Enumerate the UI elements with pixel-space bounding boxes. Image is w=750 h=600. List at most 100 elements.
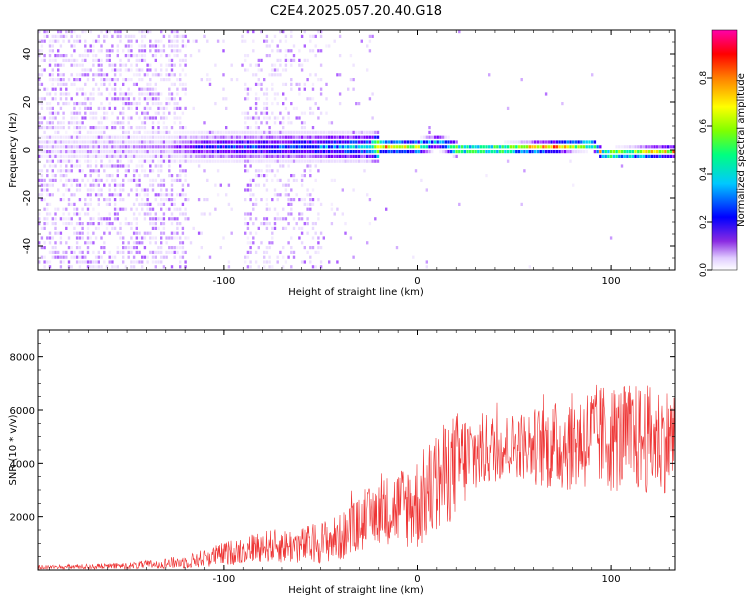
heatmap-cell (43, 135, 46, 139)
heatmap-cell (46, 121, 49, 125)
heatmap-cell (282, 126, 285, 130)
heatmap-cell (48, 92, 52, 96)
heatmap-cell (292, 54, 296, 58)
heatmap-cell (319, 111, 323, 115)
heatmap-cell (257, 174, 260, 178)
heatmap-cell (124, 34, 128, 38)
heatmap-cell (295, 193, 298, 197)
heatmap-cell (40, 121, 44, 125)
heatmap-cell (103, 39, 106, 43)
heatmap-cell (38, 135, 41, 139)
heatmap-cell (488, 150, 491, 154)
heatmap-cell (192, 154, 195, 158)
heatmap-cell (81, 236, 84, 240)
heatmap-cell (97, 265, 100, 269)
heatmap-cell (173, 135, 176, 139)
heatmap-cell (200, 135, 203, 139)
heatmap-cell (116, 78, 119, 82)
heatmap-cell (368, 159, 372, 163)
heatmap-cell (254, 63, 258, 67)
heatmap-cell (81, 231, 84, 235)
heatmap-cell (62, 39, 65, 43)
heatmap-cell (108, 78, 111, 82)
heatmap-cell (86, 68, 90, 72)
heatmap-cell (290, 174, 293, 178)
heatmap-cell (84, 159, 87, 163)
heatmap-cell (203, 135, 206, 139)
heatmap-cell (78, 140, 82, 144)
heatmap-cell (165, 102, 168, 106)
heatmap-cell (176, 246, 179, 250)
heatmap-cell (341, 145, 344, 149)
heatmap-cell (75, 212, 79, 216)
heatmap-cell (73, 178, 76, 182)
heatmap-cell (176, 92, 179, 96)
heatmap-cell (73, 44, 76, 48)
heatmap-cell (366, 135, 369, 139)
heatmap-cell (143, 87, 147, 91)
heatmap-cell (86, 78, 90, 82)
heatmap-cell (73, 202, 76, 206)
heatmap-cell (628, 145, 632, 149)
heatmap-cell (78, 246, 82, 250)
heatmap-cell (165, 54, 168, 58)
heatmap-cell (309, 154, 312, 158)
heatmap-cell (165, 198, 168, 202)
heatmap-cell (531, 150, 534, 154)
heatmap-cell (276, 150, 279, 154)
heatmap-cell (138, 174, 141, 178)
heatmap-cell (132, 255, 136, 259)
heatmap-cell (488, 73, 491, 77)
heatmap-cell (303, 154, 306, 158)
heatmap-cell (67, 169, 71, 173)
heatmap-cell (70, 169, 73, 173)
heatmap-cell (108, 140, 111, 144)
heatmap-cell (84, 183, 87, 187)
heatmap-cell (265, 121, 269, 125)
heatmap-cell (38, 87, 41, 91)
heatmap-cell (151, 150, 155, 154)
heatmap-cell (181, 183, 185, 187)
heatmap-cell (62, 193, 65, 197)
heatmap-cell (428, 150, 431, 154)
heatmap-cell (319, 130, 323, 134)
heatmap-cell (309, 169, 312, 173)
heatmap-cell (157, 183, 160, 187)
heatmap-cell (38, 82, 41, 86)
heatmap-cell (268, 246, 271, 250)
heatmap-cell (170, 73, 174, 77)
heatmap-cell (214, 150, 217, 154)
heatmap-cell (265, 202, 269, 206)
heatmap-cell (279, 121, 282, 125)
heatmap-cell (254, 130, 258, 134)
heatmap-cell (92, 188, 95, 192)
heatmap-cell (46, 217, 49, 221)
heatmap-cell (328, 159, 331, 163)
heatmap-cell (322, 236, 325, 240)
heatmap-cell (298, 226, 301, 230)
heatmap-cell (81, 126, 84, 130)
heatmap-cell (108, 106, 111, 110)
heatmap-cell (51, 255, 54, 259)
heatmap-cell (149, 169, 152, 173)
heatmap-cell (160, 63, 163, 67)
heatmap-cell (103, 169, 106, 173)
heatmap-cell (92, 231, 95, 235)
heatmap-cell (54, 54, 57, 58)
heatmap-cell (300, 159, 304, 163)
heatmap-cell (314, 250, 317, 254)
heatmap-cell (84, 54, 87, 58)
heatmap-cell (317, 78, 320, 82)
heatmap-cell (376, 150, 380, 154)
heatmap-cell (525, 150, 529, 154)
heatmap-cell (116, 246, 119, 250)
heatmap-cell (618, 150, 621, 154)
heatmap-cell (70, 150, 73, 154)
heatmap-cell (290, 265, 293, 269)
heatmap-cell (149, 183, 152, 187)
heatmap-cell (645, 154, 648, 158)
heatmap-cell (146, 198, 149, 202)
heatmap-cell (260, 130, 263, 134)
heatmap-cell (75, 178, 79, 182)
heatmap-cell (75, 130, 79, 134)
